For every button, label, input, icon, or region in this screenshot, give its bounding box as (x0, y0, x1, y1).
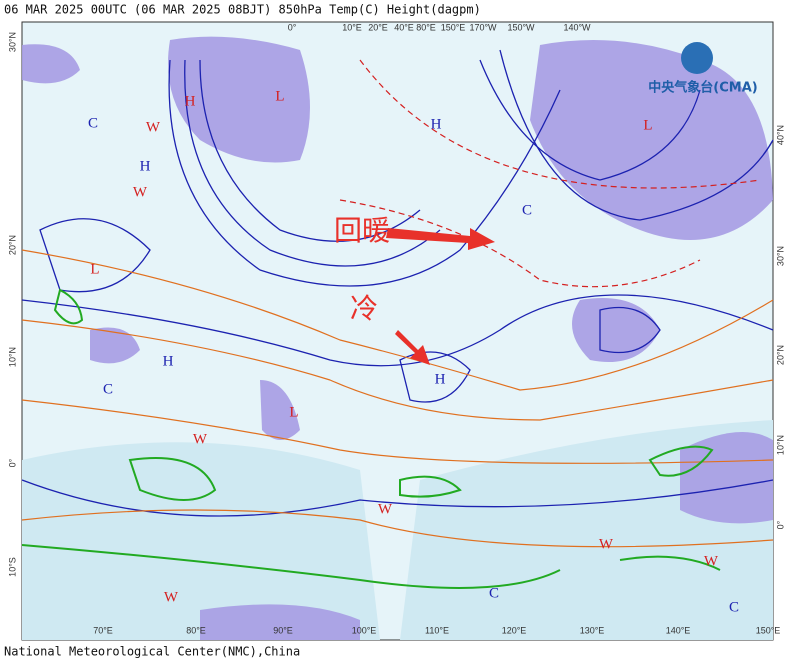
pressure-system: W (146, 119, 161, 135)
longitude-label: 110°E (425, 625, 449, 635)
pressure-system: W (704, 553, 719, 569)
latitude-label: 10°S (7, 557, 17, 577)
warm-regions (21, 288, 721, 589)
pressure-system: H (163, 353, 174, 369)
latitude-label: 30°N (7, 32, 17, 52)
annotation: 冷 (350, 292, 378, 325)
longitude-label: 120°E (502, 625, 527, 635)
top-label: 170°W (469, 22, 497, 32)
footer-text: National Meteorological Center(NMC),Chin… (4, 645, 300, 659)
logo-text: 中央气象台(CMA) (648, 80, 757, 96)
ocean (22, 442, 380, 640)
logo: 中央气象台(CMA) (648, 42, 758, 96)
pressure-system: C (729, 599, 739, 615)
pressure-system: L (289, 404, 298, 420)
latitude-label: 20°N (775, 345, 785, 365)
longitude-label: 90°E (273, 625, 293, 635)
pressure-system: W (599, 536, 614, 552)
longitude-label: 130°E (580, 625, 605, 635)
cold-temperature-contours (339, 59, 761, 288)
top-label: 150°E (441, 22, 466, 32)
latitude-label: 10°N (775, 435, 785, 455)
map: 中央气象台(CMA) (21, 21, 774, 641)
pressure-system: W (133, 184, 148, 200)
latitude-label: 0° (7, 458, 17, 467)
pressure-system: L (90, 261, 99, 277)
temperature-contours (21, 249, 774, 548)
pressure-system: W (193, 431, 208, 447)
top-label: 140°W (563, 22, 591, 32)
longitude-label: 80°E (186, 625, 206, 635)
annotation: 回暖 (334, 214, 390, 247)
pressure-system: H (431, 116, 442, 132)
header-title: 06 MAR 2025 00UTC (06 MAR 2025 08BJT) 85… (4, 3, 481, 17)
pressure-system: H (435, 371, 446, 387)
pressure-system: C (103, 381, 113, 397)
top-label: 150°W (507, 22, 535, 32)
longitude-label: 140°E (666, 625, 691, 635)
latitude-label: 0° (775, 520, 785, 529)
top-label: 20°E (368, 22, 388, 32)
pressure-system: H (185, 93, 196, 109)
pressure-system: C (88, 115, 98, 131)
pressure-system: C (489, 585, 499, 601)
pressure-system: L (643, 117, 652, 133)
latitude-label: 30°N (775, 246, 785, 266)
latitude-label: 10°N (7, 347, 17, 367)
pressure-system: L (275, 88, 284, 104)
logo-emblem (681, 42, 713, 74)
longitude-label: 100°E (352, 625, 377, 635)
pressure-system: W (378, 501, 393, 517)
top-label: 10°E (342, 22, 362, 32)
top-label: 80°E (416, 22, 436, 32)
pressure-system: W (164, 589, 179, 605)
pressure-system: H (140, 158, 151, 174)
top-label: 0° (288, 22, 297, 32)
latitude-label: 20°N (7, 235, 17, 255)
precipitation (22, 36, 773, 640)
top-label: 40°E (394, 22, 414, 32)
pressure-system: C (522, 202, 532, 218)
latitude-label: 40°N (775, 125, 785, 145)
longitude-label: 70°E (93, 625, 113, 635)
arrows (386, 228, 495, 365)
longitude-label: 150°E (756, 625, 781, 635)
